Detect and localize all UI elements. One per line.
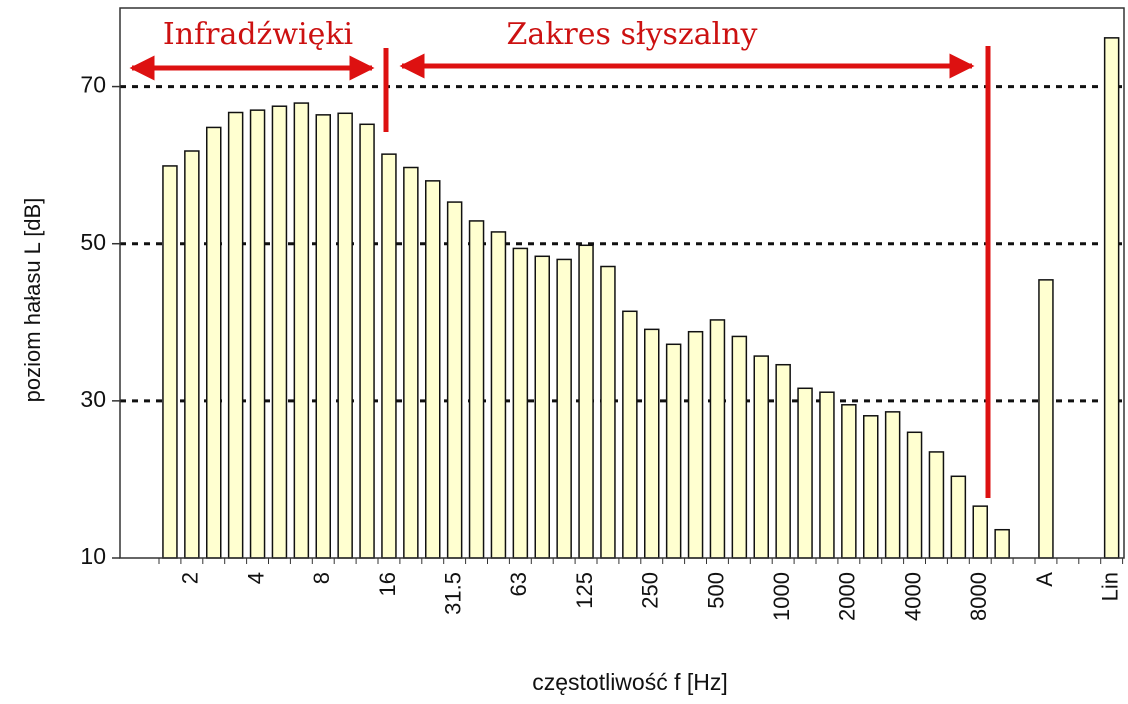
bar xyxy=(337,112,353,559)
y-tick-label: 10 xyxy=(80,543,106,569)
bar xyxy=(359,123,375,559)
bar xyxy=(841,404,857,559)
bar xyxy=(227,111,244,559)
bar xyxy=(206,126,222,559)
bar xyxy=(1038,279,1054,559)
x-tick-label: 8000 xyxy=(966,572,991,621)
bar xyxy=(249,109,266,559)
x-axis-label: częstotliwość f [Hz] xyxy=(532,669,728,695)
bar xyxy=(928,451,945,559)
y-tick-label: 50 xyxy=(80,229,106,255)
x-tick-label: 4000 xyxy=(900,572,925,621)
bar xyxy=(534,255,550,559)
bar xyxy=(162,165,178,559)
x-tick-label: 63 xyxy=(506,572,531,596)
y-tick-label: 30 xyxy=(80,386,106,412)
bar xyxy=(556,258,572,559)
bar xyxy=(906,431,923,559)
plot-frame xyxy=(119,7,1125,559)
annotation: Infradźwięki xyxy=(163,17,353,52)
bar xyxy=(468,220,485,559)
x-tick-label: 500 xyxy=(703,572,728,609)
y-axis-label: poziom hałasu L [dB] xyxy=(20,198,45,403)
x-tick-label: A xyxy=(1032,572,1057,587)
bar xyxy=(622,310,638,559)
x-tick-label: 125 xyxy=(572,572,597,609)
x-tick-label: 250 xyxy=(638,572,663,609)
x-tick-label: 4 xyxy=(243,572,268,584)
bar xyxy=(315,114,331,559)
bar xyxy=(490,231,507,559)
bar xyxy=(184,150,200,559)
bar xyxy=(863,415,879,559)
bar xyxy=(446,201,463,559)
bar xyxy=(271,105,288,559)
bar xyxy=(972,505,988,559)
x-tick-label: Lin xyxy=(1097,572,1122,601)
bar xyxy=(687,330,704,559)
bar xyxy=(994,528,1010,559)
bar xyxy=(665,343,682,559)
x-tick-label: 31.5 xyxy=(440,572,465,615)
x-tick-label: 2 xyxy=(178,572,203,584)
bar xyxy=(753,355,769,559)
x-tick-label: 1000 xyxy=(769,572,794,621)
y-tick-label: 70 xyxy=(80,72,106,98)
bar xyxy=(950,475,967,559)
bar xyxy=(775,363,791,559)
bar xyxy=(403,166,419,559)
bar xyxy=(1103,37,1120,559)
bar xyxy=(731,335,748,559)
bar xyxy=(293,102,310,559)
bar xyxy=(425,180,441,559)
bar xyxy=(600,265,616,559)
bar xyxy=(644,328,660,559)
x-tick-label: 2000 xyxy=(835,572,860,621)
bar xyxy=(797,387,813,559)
bar xyxy=(709,319,726,559)
bar xyxy=(819,391,835,559)
bar xyxy=(381,153,397,559)
bar xyxy=(884,411,901,559)
x-tick-label: 8 xyxy=(309,572,334,584)
x-tick-label: 16 xyxy=(375,572,400,596)
annotation: Zakres słyszalny xyxy=(507,17,758,52)
bar xyxy=(512,247,529,559)
plot-area: 10 30 50 70 2 4 8 16 31.5 63 125 250 500 1000 2000 4000… xyxy=(80,37,1124,621)
bar xyxy=(578,244,594,559)
